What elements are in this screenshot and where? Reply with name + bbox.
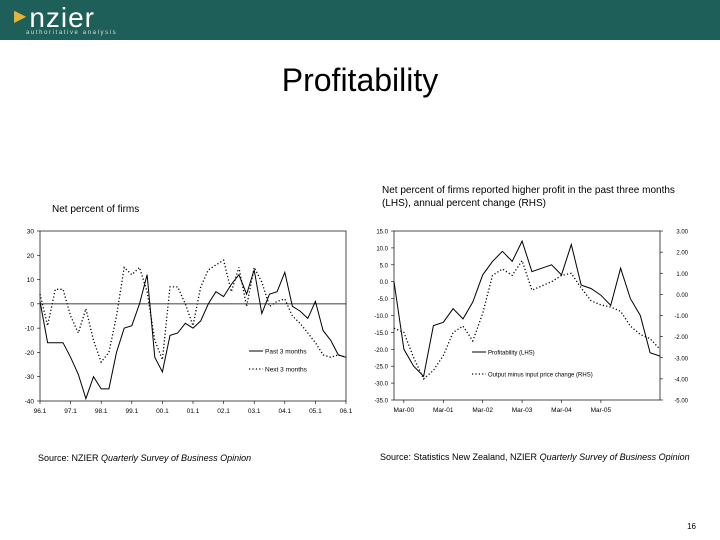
x-tick-label: Mar-00 [394, 407, 415, 414]
right-y-tick-label: 0.00 [676, 293, 688, 299]
left-y-tick-label: -15.0 [374, 331, 388, 337]
x-tick-label: Mar-02 [472, 407, 493, 414]
right-source-prefix: Source: Statistics New Zealand, NZIER [380, 452, 540, 462]
y-tick-label: -20 [25, 350, 35, 357]
left-y-tick-label: -30.0 [374, 382, 388, 388]
brand-logo: ▶nzier [14, 3, 95, 32]
right-y-tick-label: 2.00 [676, 251, 688, 257]
left-y-tick-label: 10.0 [376, 246, 388, 252]
right-line-chart: 15.0 10.0 5.0 0.0 -5.0 -10.0 -15.0 -20.0 -25.0 -3… [374, 230, 688, 415]
plot-frame [39, 230, 347, 402]
x-tick-label: 06.1 [340, 408, 353, 415]
left-y-tick-label: -5.0 [378, 297, 389, 303]
x-tick-label: Mar-03 [512, 407, 533, 414]
left-y-tick-label: -10.0 [374, 314, 388, 320]
right-y-tick-label: 1.00 [676, 272, 688, 278]
series-line-profitability [393, 239, 661, 378]
right-chart-caption: Net percent of firms reported higher pro… [382, 185, 675, 209]
y-tick-label: 30 [27, 229, 35, 236]
right-source-note: Source: Statistics New Zealand, NZIER Qu… [380, 451, 700, 463]
series-line-output-minus-input-price [393, 259, 661, 380]
right-y-tick-label: -4.00 [674, 377, 688, 383]
x-tick-label: 03.1 [248, 408, 261, 415]
x-tick-label: 97.1 [64, 408, 77, 415]
left-source-note: Source: NZIER Quarterly Survey of Busine… [38, 452, 251, 464]
logo-text: nzier [29, 2, 96, 33]
y-tick-label: 20 [27, 253, 35, 260]
page-title: Profitability [281, 62, 439, 98]
left-y-tick-label: 0.0 [380, 280, 389, 286]
x-tick-label: Mar-01 [433, 407, 454, 414]
x-tick-label: 04.1 [278, 408, 291, 415]
left-y-tick-label: -25.0 [374, 365, 388, 371]
right-y-tick-label: -3.00 [674, 356, 688, 362]
left-y-tick-label: -35.0 [374, 399, 388, 405]
x-tick-label: 05.1 [309, 408, 322, 415]
series-line-past-3-months [39, 269, 347, 401]
y-tick-label: -10 [25, 326, 35, 333]
y-tick-label: -40 [25, 399, 35, 406]
left-line-chart: 30 20 10 0 -10 -20 -30 -40 96.1 97.1 98.1 99.1 00.1 0… [25, 229, 353, 416]
left-source-survey-name: Quarterly Survey of Business Opinion [101, 453, 252, 463]
right-source-survey-name: Quarterly Survey of Business Opinion [539, 452, 690, 462]
left-source-prefix: Source: NZIER [38, 453, 102, 463]
logo-arrow-icon: ▶ [14, 8, 28, 25]
legend-label-profitability: Profitability (LHS) [488, 351, 535, 357]
right-y-tick-label: -5.00 [674, 399, 688, 405]
header-bar: ▶nzier authoritative analysis [0, 0, 720, 40]
right-y-tick-label: -2.00 [674, 335, 688, 341]
legend-label-output-minus-input-price: Output minus input price change (RHS) [488, 373, 593, 379]
x-tick-label: 96.1 [34, 408, 47, 415]
left-chart-caption: Net percent of firms [52, 204, 140, 215]
page-number: 16 [687, 522, 696, 531]
y-tick-label: -30 [25, 374, 35, 381]
x-tick-label: 99.1 [125, 408, 138, 415]
left-y-tick-label: 5.0 [380, 263, 389, 269]
x-tick-label: Mar-04 [551, 407, 572, 414]
y-tick-label: 0 [30, 301, 34, 308]
y-tick-label: 10 [27, 277, 35, 284]
x-tick-label: 00.1 [156, 408, 169, 415]
right-y-tick-label: -1.00 [674, 314, 688, 320]
left-y-tick-label: -20.0 [374, 348, 388, 354]
x-tick-label: 98.1 [95, 408, 108, 415]
legend-label-next-3-months: Next 3 months [265, 367, 308, 374]
brand-tagline: authoritative analysis [26, 30, 118, 36]
series-line-next-3-months [39, 259, 347, 364]
right-y-tick-label: 3.00 [676, 230, 688, 236]
x-tick-label: 01.1 [187, 408, 200, 415]
left-y-tick-label: 15.0 [376, 230, 388, 236]
x-tick-label: Mar-05 [591, 407, 612, 414]
legend-label-past-3-months: Past 3 months [265, 349, 307, 356]
x-tick-label: 02.1 [217, 408, 230, 415]
